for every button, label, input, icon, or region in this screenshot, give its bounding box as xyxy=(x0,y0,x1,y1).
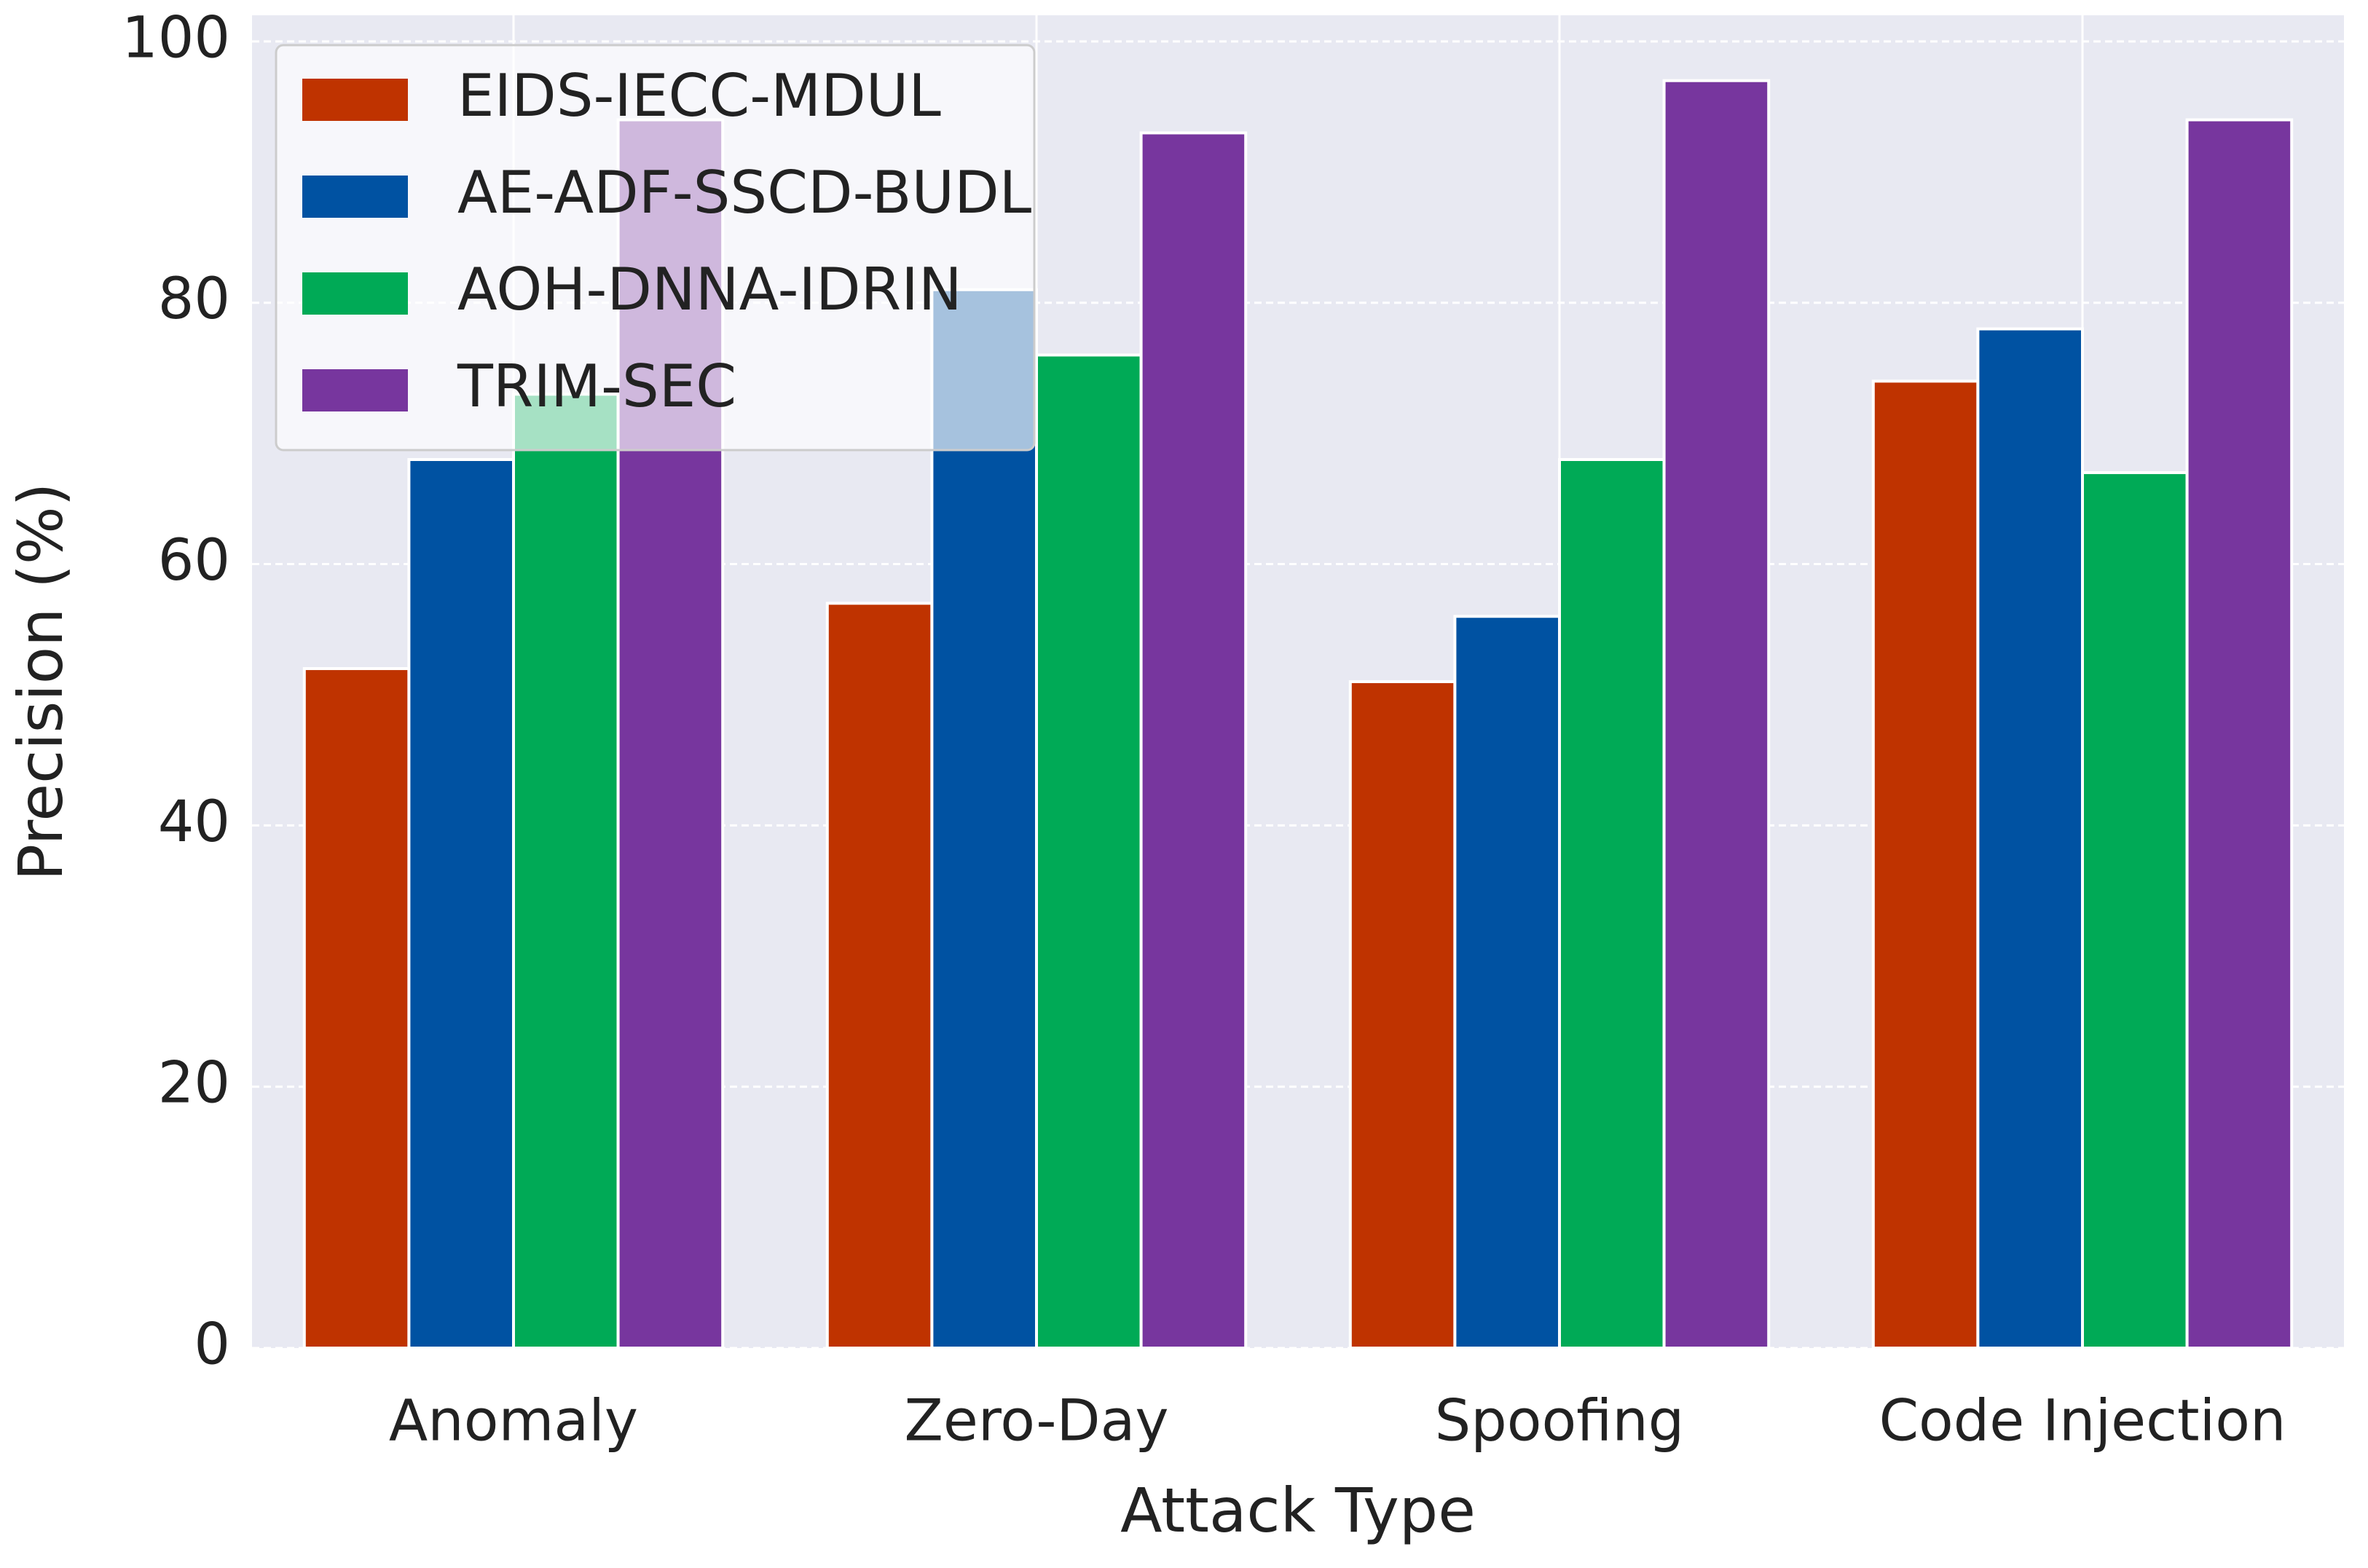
y-tick-label: 80 xyxy=(158,267,230,332)
x-tick-label: Anomaly xyxy=(389,1388,638,1454)
bar xyxy=(1662,79,1771,1350)
y-tick-label: 0 xyxy=(194,1312,230,1377)
legend-box xyxy=(275,44,1036,452)
legend-swatch xyxy=(302,369,408,411)
x-tick-label: Zero-Day xyxy=(904,1388,1168,1454)
legend-swatch xyxy=(302,79,408,121)
bar xyxy=(1976,327,2084,1350)
legend-label: TRIM-SEC xyxy=(457,352,736,420)
y-tick-label: 40 xyxy=(158,789,230,855)
legend-label: EIDS-IECC-MDUL xyxy=(457,62,941,130)
y-axis-label: Precision (%) xyxy=(5,483,76,881)
bar xyxy=(1453,615,1562,1350)
x-axis-label: Attack Type xyxy=(1120,1475,1476,1546)
axes: 0 20 40 60 80 100 Anomaly Zero-Day Spoofing Code … xyxy=(122,5,2286,1454)
bar xyxy=(2081,470,2189,1350)
bar xyxy=(1871,379,1980,1350)
bar xyxy=(930,288,1039,1350)
bar xyxy=(1348,680,1457,1350)
bar xyxy=(1139,131,1248,1350)
bar xyxy=(2185,118,2294,1350)
legend-swatch xyxy=(302,272,408,315)
legend: EIDS-IECC-MDUL AE-ADF-SSCD-BUDL AOH-DNNA-I… xyxy=(275,44,1036,452)
bar xyxy=(825,602,934,1350)
y-tick-label: 100 xyxy=(122,5,230,71)
bar xyxy=(302,667,411,1350)
y-tick-label: 60 xyxy=(158,528,230,594)
x-tick-label: Spoofing xyxy=(1435,1388,1685,1454)
bar xyxy=(1035,353,1143,1350)
y-tick-label: 20 xyxy=(158,1051,230,1116)
legend-label: AOH-DNNA-IDRIN xyxy=(457,256,962,323)
bar xyxy=(512,393,620,1350)
bars xyxy=(302,79,2294,1350)
x-tick-label: Code Injection xyxy=(1879,1388,2286,1454)
legend-swatch xyxy=(302,176,408,218)
bar xyxy=(407,458,516,1350)
legend-label: AE-ADF-SSCD-BUDL xyxy=(457,159,1032,226)
bar xyxy=(1558,458,1666,1350)
